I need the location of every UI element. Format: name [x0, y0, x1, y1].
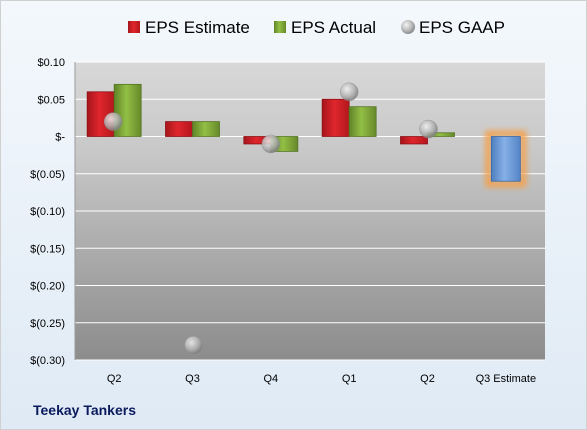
company-name: Teekay Tankers [33, 402, 136, 418]
eps-gaap-marker [339, 82, 359, 102]
eps-estimate-bar [400, 136, 428, 145]
y-tick-label: $(0.05) [30, 169, 65, 181]
x-tick-label: Q2 [107, 373, 122, 385]
x-tick-label: Q3 Estimate [476, 373, 537, 385]
eps-estimate-bar [165, 121, 193, 137]
legend-swatch [401, 20, 415, 34]
legend-swatch [128, 21, 140, 33]
x-tick-label: Q2 [420, 373, 435, 385]
y-tick-label: $- [55, 132, 65, 144]
y-tick-label: $(0.15) [30, 243, 65, 255]
x-tick-label: Q4 [263, 373, 278, 385]
eps-gaap-marker [261, 134, 281, 154]
x-tick-label: Q3 [185, 373, 200, 385]
eps-gaap-marker [184, 335, 203, 355]
legend-label: EPS GAAP [419, 18, 505, 37]
y-tick-label: $(0.30) [30, 355, 65, 367]
legend-label: EPS Actual [291, 18, 376, 37]
legend-label: EPS Estimate [145, 18, 250, 37]
eps-gaap-marker [419, 119, 438, 139]
x-tick-label: Q1 [342, 373, 357, 385]
eps-actual-bar [192, 121, 220, 137]
legend-swatch [274, 21, 286, 33]
highlight-glow [485, 130, 527, 188]
eps-actual-bar [348, 106, 377, 137]
eps-gaap-marker [103, 112, 123, 131]
y-tick-label: $0.10 [37, 57, 65, 69]
y-tick-label: $0.05 [37, 94, 65, 106]
eps-estimate-bar [321, 98, 350, 137]
y-tick-label: $(0.25) [30, 318, 65, 330]
y-tick-label: $(0.20) [30, 281, 65, 293]
y-tick-label: $(0.10) [30, 206, 65, 218]
q3-estimate-bar [490, 136, 521, 182]
